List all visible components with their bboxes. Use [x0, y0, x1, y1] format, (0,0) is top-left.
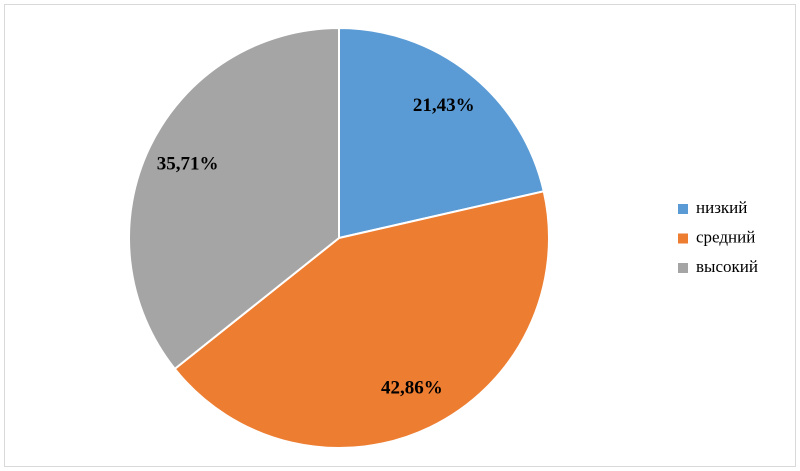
pie-slice	[127, 26, 340, 371]
data-label: 42,86%	[381, 378, 443, 399]
legend-label: средний	[696, 227, 755, 246]
legend-swatch	[678, 204, 688, 214]
legend-label: высокий	[696, 257, 758, 276]
legend-swatch	[678, 263, 688, 273]
data-label: 35,71%	[157, 153, 219, 174]
legend-swatch	[678, 233, 688, 244]
data-label: 21,43%	[413, 95, 475, 116]
pie-slice	[338, 26, 545, 240]
pie-slice	[173, 190, 550, 449]
legend-label: низкий	[696, 198, 747, 217]
